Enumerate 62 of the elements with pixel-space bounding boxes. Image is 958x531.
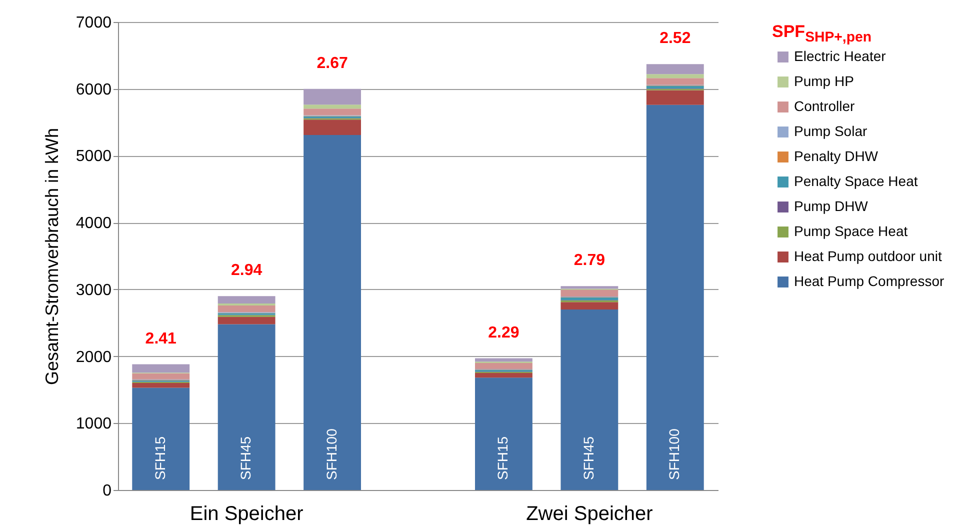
- bar: [304, 88, 361, 105]
- legend-label: Penalty Space Heat: [794, 173, 918, 189]
- legend-label: Heat Pump Compressor: [794, 273, 945, 289]
- x-tick-label: SFH15: [152, 436, 168, 480]
- y-tick-label: 6000: [76, 81, 112, 98]
- y-tick-label: 5000: [76, 148, 112, 166]
- bar: [304, 120, 361, 135]
- bar: [218, 324, 276, 490]
- bar: [132, 383, 190, 388]
- legend-label: Heat Pump outdoor unit: [794, 248, 942, 264]
- legend-label: Pump Space Heat: [794, 223, 908, 239]
- y-tick-label: 4000: [76, 215, 112, 232]
- legend-label: Pump DHW: [794, 198, 869, 214]
- bar: [475, 378, 532, 490]
- bar: [304, 108, 361, 116]
- bar: [132, 388, 190, 490]
- x-tick-label: SFH15: [494, 436, 511, 480]
- bar: [218, 316, 276, 324]
- bar: [304, 134, 361, 490]
- annotation: 2.67: [316, 54, 348, 72]
- bar: [475, 362, 532, 369]
- bar: [646, 78, 704, 85]
- annotation: 2.79: [574, 252, 606, 270]
- bar: [304, 104, 361, 109]
- bar: [646, 74, 704, 78]
- bar: [560, 309, 618, 490]
- annotation: 2.52: [660, 30, 691, 48]
- legend-label: Pump Solar: [794, 123, 868, 139]
- bar: [646, 86, 704, 89]
- bar: [475, 373, 532, 378]
- legend-title: SPF$_{SHP+,pen}$: [772, 22, 872, 46]
- bar: [132, 373, 190, 380]
- bar: [560, 297, 618, 300]
- legend-label: Electric Heater: [794, 48, 886, 64]
- y-axis-title: Gesamt-Stromverbrauch in kWh: [42, 128, 62, 386]
- annotation: 2.29: [488, 324, 520, 342]
- x-tick-label: SFH45: [580, 436, 596, 480]
- bar: [646, 64, 704, 74]
- bar: [218, 296, 276, 304]
- x-tick-label: SFH100: [323, 428, 340, 480]
- annotation: 2.41: [145, 330, 177, 348]
- bar: [646, 90, 704, 105]
- bar: [560, 302, 618, 310]
- annotation: 2.94: [231, 262, 262, 280]
- text: Zwei Speicher: [526, 503, 654, 525]
- bar: [646, 104, 704, 490]
- bar: [475, 358, 532, 362]
- y-tick-label: 7000: [76, 14, 112, 32]
- bar: [560, 290, 618, 296]
- y-tick-label: 1000: [76, 416, 112, 433]
- text: Ein Speicher: [190, 503, 304, 525]
- legend-label: Pump HP: [794, 73, 854, 89]
- x-tick-label: SFH45: [238, 436, 254, 480]
- y-tick-label: 3000: [76, 282, 112, 299]
- legend-label: Penalty DHW: [794, 148, 879, 164]
- bar: [560, 286, 618, 289]
- y-tick-label: 0: [102, 482, 112, 500]
- y-tick-label: 2000: [76, 348, 112, 366]
- bar: [132, 364, 190, 373]
- legend-label: Controller: [794, 98, 856, 114]
- bar: [218, 305, 276, 312]
- x-tick-label: SFH100: [666, 428, 682, 480]
